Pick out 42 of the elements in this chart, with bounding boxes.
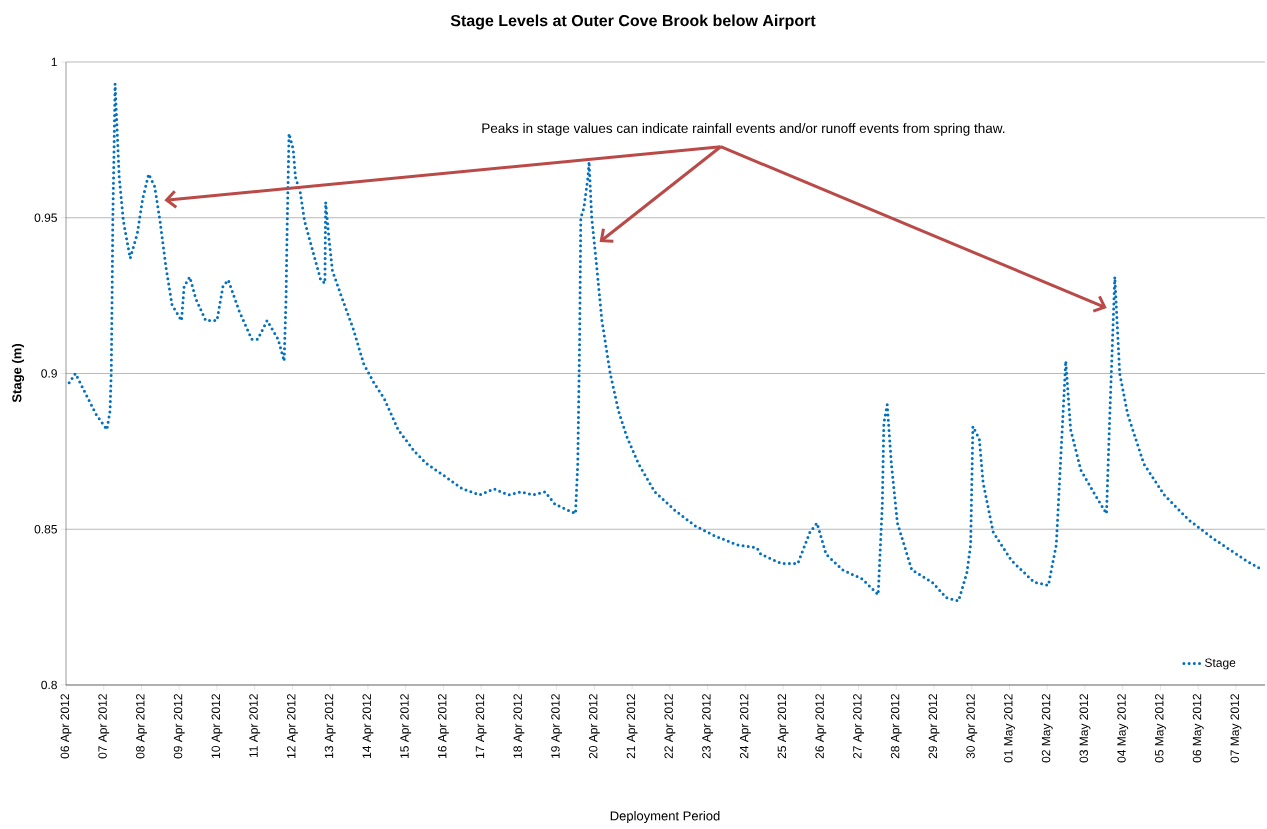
x-tick-label: 03 May 2012 (1079, 694, 1091, 763)
y-tick-label: 0.8 (41, 680, 57, 690)
x-tick-label: 10 Apr 2012 (211, 694, 223, 758)
x-tick-label: 29 Apr 2012 (928, 694, 940, 759)
x-tick-label: 17 Apr 2012 (475, 694, 487, 758)
x-tick-label: 07 May 2012 (1230, 694, 1242, 763)
y-tick-label: 0.95 (34, 213, 57, 222)
x-tick-label: 27 Apr 2012 (853, 694, 864, 759)
annotation: Peaks in stage values can indicate rainfall events and/or runoff events from spring thaw. (482, 123, 1005, 136)
x-tick-label: 06 Apr 2012 (60, 694, 72, 759)
x-tick-label: 23 Apr 2012 (702, 694, 714, 759)
x-tick-label: 12 Apr 2012 (287, 694, 298, 758)
x-axis-title: Deployment Period (610, 810, 720, 824)
x-tick-label: 06 May 2012 (1192, 694, 1204, 763)
x-tick-label: 22 Apr 2012 (664, 694, 676, 759)
x-tick-label: 09 Apr 2012 (173, 694, 185, 759)
x-tick-label: 05 May 2012 (1155, 694, 1166, 763)
y-tick-label: 1 (51, 57, 57, 67)
x-tick-label: 14 Apr 2012 (362, 694, 374, 758)
x-tick-label: 24 Apr 2012 (739, 694, 751, 759)
y-tick-label: 0.9 (41, 369, 57, 378)
x-tick-label: 15 Apr 2012 (400, 694, 412, 758)
chart-title: Stage Levels at Outer Cove Brook below Airport (450, 14, 816, 30)
x-tick-label: 21 Apr 2012 (626, 694, 638, 759)
x-tick-label: 26 Apr 2012 (815, 694, 827, 759)
x-tick-label: 13 Apr 2012 (324, 694, 336, 758)
x-tick-label: 30 Apr 2012 (966, 694, 978, 759)
x-tick-label: 20 Apr 2012 (588, 694, 600, 759)
x-tick-label: 01 May 2012 (1004, 694, 1015, 763)
x-tick-label: 11 Apr 2012 (249, 694, 261, 758)
x-tick-label: 16 Apr 2012 (437, 694, 449, 758)
x-tick-label: 25 Apr 2012 (777, 694, 789, 759)
y-axis-title: Stage (m) (11, 344, 25, 403)
y-tick-label: 0.85 (34, 524, 57, 534)
x-tick-label: 07 Apr 2012 (98, 694, 110, 759)
x-tick-label: 02 May 2012 (1041, 694, 1053, 763)
x-tick-label: 04 May 2012 (1117, 694, 1129, 763)
legend-label: Stage (1205, 658, 1236, 670)
x-tick-label: 19 Apr 2012 (551, 694, 563, 758)
x-tick-label: 28 Apr 2012 (890, 694, 902, 759)
x-tick-label: 08 Apr 2012 (136, 694, 147, 759)
x-tick-label: 18 Apr 2012 (513, 694, 525, 758)
